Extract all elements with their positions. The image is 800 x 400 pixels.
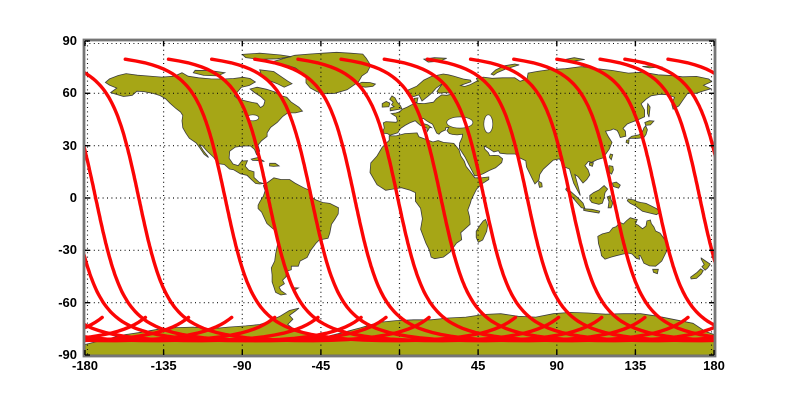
y-tick-label-60: 60: [62, 85, 77, 101]
x-tick-label-90: 90: [549, 358, 564, 373]
land-mindanao: [612, 181, 621, 189]
land-madagascar: [475, 218, 489, 243]
orbit-track: [210, 57, 604, 343]
land-sri-lanka: [538, 180, 543, 188]
orbit-track: [598, 57, 714, 265]
orbit-track: [623, 57, 714, 158]
land-luzon: [608, 165, 614, 175]
land-north-america: [104, 72, 304, 185]
orbit-track: [555, 57, 714, 327]
x-tick-label--180: -180: [71, 358, 99, 373]
land-hainan: [589, 162, 594, 167]
y-tick-label-90: 90: [62, 33, 77, 48]
land-kyushu: [625, 139, 630, 145]
x-tick-label-135: 135: [624, 358, 647, 373]
land-borneo: [589, 185, 609, 205]
land-taiwan: [608, 153, 614, 161]
plot-frame: [82, 38, 717, 358]
orbit-track: [85, 315, 320, 343]
x-tick-label-45: 45: [470, 358, 486, 373]
x-tick-label--90: -90: [232, 358, 252, 373]
land-novaya-zemlya: [490, 63, 520, 76]
x-tick-label-0: 0: [395, 358, 404, 373]
land-new-zealand-north: [700, 257, 711, 271]
land-new-zealand-south: [690, 268, 704, 280]
y-tick-label-30: 30: [62, 137, 77, 153]
orbit-track: [296, 57, 690, 343]
land-ireland: [381, 101, 391, 108]
land-great-britain: [389, 95, 403, 112]
land-java: [583, 208, 601, 214]
orbit-track: [468, 57, 714, 342]
land-sulawesi: [606, 195, 614, 209]
sea-caspian-sea: [483, 114, 494, 134]
y-tick-label--60: -60: [58, 294, 77, 310]
sea-black-sea: [446, 116, 474, 129]
orbit-track: [253, 57, 647, 343]
orbit-track: [85, 251, 363, 343]
orbit-track: [339, 57, 714, 343]
land-eurasia: [382, 66, 713, 196]
x-tick-label-180: 180: [703, 358, 725, 373]
x-tick-label--135: -135: [150, 358, 177, 373]
y-tick-label-0: 0: [69, 190, 77, 205]
orbit-track: [382, 57, 714, 343]
y-tick-label--30: -30: [58, 242, 77, 258]
orbit-track: [425, 57, 714, 343]
land-hispaniola: [269, 162, 281, 167]
land-sakhalin: [646, 102, 651, 118]
orbit-track: [512, 57, 714, 339]
y-tick-label--90: -90: [58, 347, 77, 362]
land-tasmania: [652, 268, 659, 275]
land-hokkaido: [644, 120, 655, 126]
x-tick-label--45: -45: [311, 358, 331, 373]
